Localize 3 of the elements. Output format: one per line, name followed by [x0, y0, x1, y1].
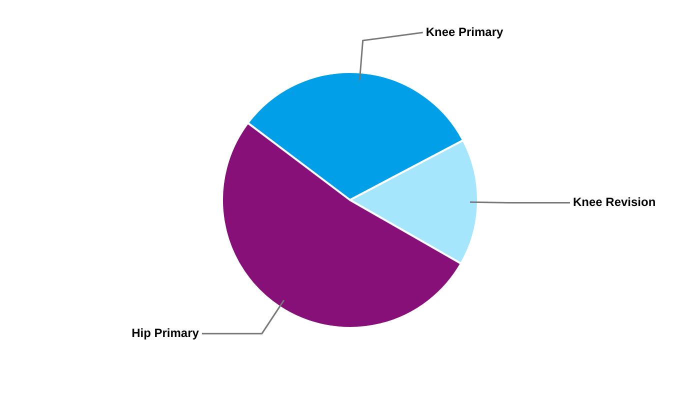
- slice-label: Knee Revision: [572, 195, 656, 210]
- slice-label: Hip Primary: [132, 326, 200, 340]
- slice-label: Knee Primary: [426, 24, 504, 39]
